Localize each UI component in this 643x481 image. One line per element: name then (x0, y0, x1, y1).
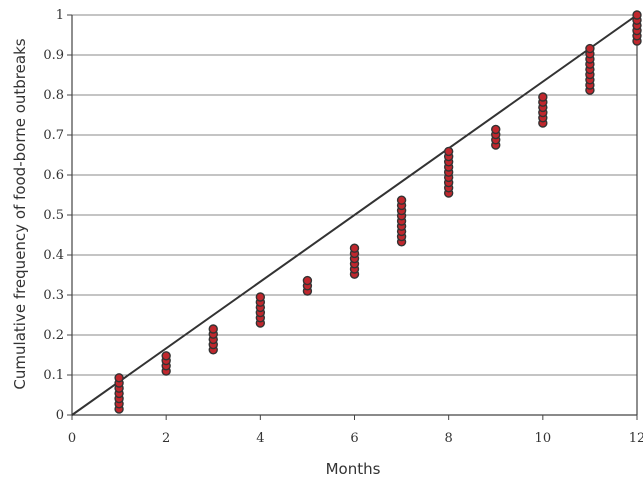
y-tick-label: 0.3 (43, 288, 64, 303)
y-tick-label: 0.5 (43, 208, 64, 223)
data-point (114, 373, 124, 383)
y-axis-title: Cumulative frequency of food-borne outbr… (11, 38, 29, 389)
reference-line-group (71, 14, 638, 416)
x-tick-label: 2 (162, 431, 170, 446)
x-axis-title: Months (326, 460, 381, 478)
data-point (302, 275, 313, 286)
grid-lines (72, 14, 637, 376)
y-tick-label: 0.9 (43, 48, 64, 63)
x-tick-label: 6 (350, 431, 358, 446)
data-point (585, 43, 595, 54)
y-tick-label: 0.6 (43, 168, 64, 183)
x-tick-label: 10 (535, 431, 552, 446)
y-tick-label: 0.1 (43, 368, 64, 383)
data-point (632, 10, 642, 20)
y-tick-label: 0 (56, 408, 64, 423)
y-tick-label: 0.8 (43, 88, 64, 103)
data-point (161, 351, 171, 361)
x-tick-label: 4 (256, 431, 264, 446)
tick-labels: 00.10.20.30.40.50.60.70.80.910 2 4 6 8 10 12 (43, 8, 643, 446)
x-tick-label: 0 (68, 431, 76, 446)
x-tick-label: 12 (629, 431, 643, 446)
data-points (114, 10, 642, 414)
y-tick-label: 1 (56, 8, 64, 23)
y-tick-label: 0.7 (43, 128, 64, 143)
data-point (396, 195, 407, 205)
data-point (491, 124, 501, 135)
data-point (349, 243, 360, 253)
data-point (538, 92, 548, 102)
x-tick-label: 8 (445, 431, 453, 446)
reference-line (71, 14, 638, 416)
data-point (255, 292, 266, 302)
data-point (443, 146, 454, 157)
y-tick-label: 0.2 (43, 328, 64, 343)
axes (67, 14, 638, 420)
data-point (208, 324, 218, 334)
y-tick-label: 0.4 (43, 248, 64, 263)
